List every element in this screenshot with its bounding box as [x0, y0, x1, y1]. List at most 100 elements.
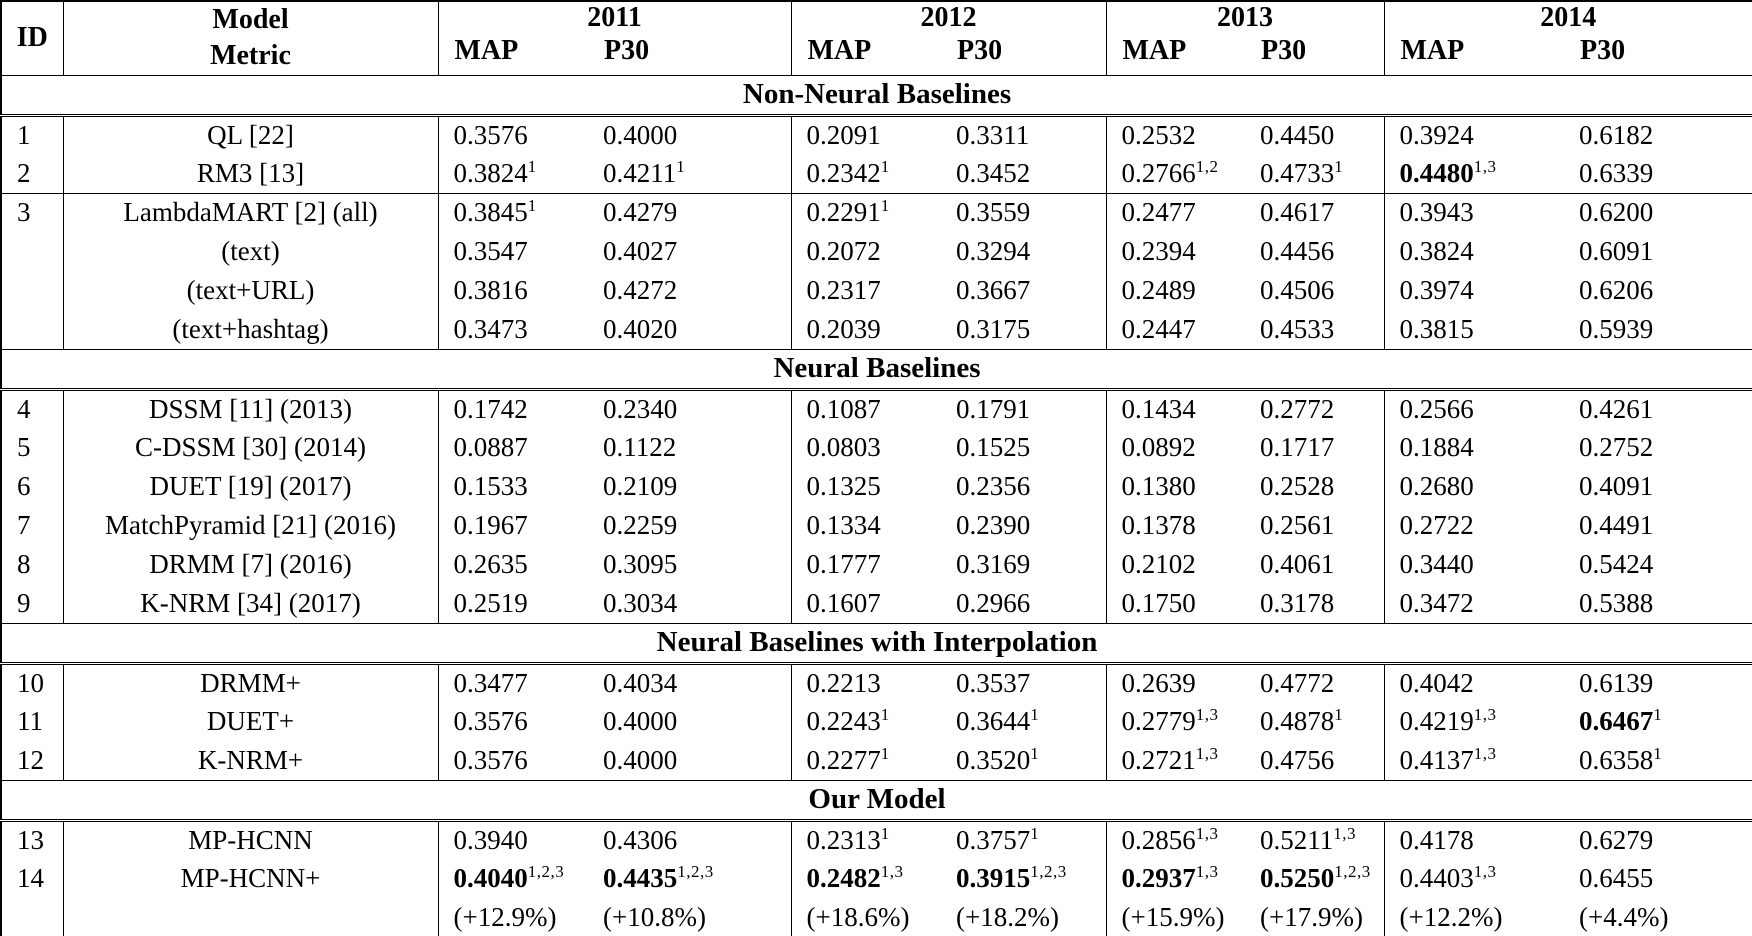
- table-row: (text+URL) 0.3816 0.4272 0.2317 0.3667 0.2489…: [1, 271, 1752, 310]
- significance-superscript: 1: [1334, 156, 1344, 176]
- metric-cell: 0.42191,3: [1384, 702, 1564, 741]
- metric-value: 0.4491: [1579, 510, 1654, 540]
- metric-value: 0.2213: [806, 667, 881, 698]
- metric-value: 0.3440: [1399, 549, 1474, 579]
- metric-value: 0.1525: [956, 432, 1031, 462]
- col-header-2013-map: MAP: [1106, 35, 1245, 76]
- metric-value: 0.2259: [603, 510, 678, 540]
- row-id-cell: 7: [1, 506, 64, 545]
- metric-value: 0.4450: [1260, 119, 1335, 150]
- metric-cell: 0.5424: [1564, 545, 1752, 584]
- significance-superscript: 1,2,3: [1030, 862, 1067, 881]
- metric-cell: 0.6139: [1564, 663, 1752, 702]
- metric-cell: 0.29371,3: [1106, 859, 1245, 898]
- row-id-cell: 6: [1, 467, 64, 506]
- metric-cell: 0.27661,2: [1106, 154, 1245, 193]
- table-row: 6 DUET [19] (2017) 0.1533 0.2109 0.1325 0.235…: [1, 467, 1752, 506]
- metric-value: 0.2779: [1121, 706, 1196, 736]
- section-title: Non-Neural Baselines: [1, 74, 1752, 117]
- metric-value: 0.5250: [1260, 863, 1335, 893]
- metric-value: 0.3824: [453, 157, 528, 188]
- metric-value: 0.6139: [1579, 667, 1654, 698]
- metric-value: 0.3178: [1260, 587, 1335, 618]
- header-row-metrics: MAP P30 MAP P30 MAP P30 MAP P30: [1, 35, 1752, 76]
- metric-value: 0.2102: [1121, 549, 1196, 579]
- model-header-label: Model: [212, 4, 289, 36]
- table-row: 11 DUET+ 0.3576 0.4000 0.22431 0.36441 0.27791…: [1, 702, 1752, 741]
- metric-cell: 0.3178: [1245, 584, 1385, 623]
- metric-value: 0.4261: [1579, 393, 1654, 424]
- metric-value: 0.6200: [1579, 197, 1654, 228]
- metric-cell: 0.42111: [588, 154, 792, 193]
- significance-superscript: 1: [880, 743, 890, 763]
- metric-cell: 0.3440: [1384, 545, 1564, 584]
- header-row-years: ID Model Metric 2011 2012 2013 2014: [1, 1, 1752, 76]
- section-header-row: Neural Baselines: [1, 348, 1752, 391]
- table-row: (text) 0.3547 0.4027 0.2072 0.3294 0.2394 0.44…: [1, 232, 1752, 271]
- metric-value: 0.2039: [806, 313, 881, 344]
- metric-cell: 0.1325: [791, 467, 941, 506]
- metric-cell: 0.4450: [1245, 115, 1385, 154]
- metric-cell: 0.4034: [588, 663, 792, 702]
- metric-cell: 0.3095: [588, 545, 792, 584]
- metric-cell: 0.3576: [438, 741, 588, 780]
- metric-value: 0.3576: [453, 744, 528, 775]
- metric-value: 0.1884: [1399, 432, 1474, 462]
- metric-cell: 0.3175: [941, 310, 1107, 349]
- row-id-cell: [1, 271, 64, 310]
- metric-cell: 0.2317: [791, 271, 941, 310]
- metric-value: 0.1607: [806, 587, 881, 618]
- significance-superscript: 1: [676, 156, 686, 176]
- significance-superscript: 1,3: [1195, 862, 1219, 881]
- metric-value: 0.1122: [603, 432, 677, 462]
- metric-cell: 0.2213: [791, 663, 941, 702]
- metric-cell: 0.52501,2,3: [1245, 859, 1385, 898]
- metric-value: 0.4506: [1260, 275, 1335, 305]
- metric-cell: 0.4091: [1564, 467, 1752, 506]
- significance-superscript: 1,3: [1473, 705, 1497, 724]
- metric-cell: 0.4279: [588, 192, 792, 232]
- metric-cell: 0.4178: [1384, 820, 1564, 859]
- metric-value: 0.4000: [603, 744, 678, 775]
- model-cell: DRMM [7] (2016): [63, 545, 439, 584]
- metric-cell: 0.4756: [1245, 741, 1385, 780]
- metric-value: 0.3924: [1399, 119, 1474, 150]
- metric-cell: 0.4533: [1245, 310, 1385, 349]
- metric-value: 0.6467: [1579, 706, 1654, 736]
- metric-cell: 0.44801,3: [1384, 154, 1564, 193]
- metric-cell: 0.0803: [791, 428, 941, 467]
- table-row: 4 DSSM [11] (2013) 0.1742 0.2340 0.1087 0.179…: [1, 389, 1752, 428]
- metric-value: 0.3547: [453, 236, 528, 266]
- metric-value: 0.4456: [1260, 236, 1335, 266]
- col-header-year-2013: 2013: [1106, 1, 1385, 35]
- metric-value: 0.1087: [806, 393, 881, 424]
- metric-value: (+10.8%): [603, 901, 706, 932]
- metric-cell: 0.2394: [1106, 232, 1245, 271]
- row-id-cell: 11: [1, 702, 64, 741]
- metric-cell: 0.3311: [941, 115, 1107, 154]
- metric-value: 0.1378: [1121, 510, 1196, 540]
- metric-cell: 0.39151,2,3: [941, 859, 1107, 898]
- table-row: 13 MP-HCNN 0.3940 0.4306 0.23131 0.37571 0.285…: [1, 820, 1752, 859]
- metric-value: 0.2243: [806, 706, 881, 736]
- metric-value: 0.6279: [1579, 824, 1654, 855]
- table-row: 14 MP-HCNN+ 0.40401,2,3 0.44351,2,3 0.24821,…: [1, 859, 1752, 898]
- model-cell: MP-HCNN+: [63, 859, 439, 898]
- metric-value: 0.4533: [1260, 313, 1335, 344]
- metric-value: 0.2072: [806, 236, 881, 266]
- model-cell: MatchPyramid [21] (2016): [63, 506, 439, 545]
- metric-cell: 0.2639: [1106, 663, 1245, 702]
- metric-value: 0.4000: [603, 119, 678, 150]
- metric-value: 0.2109: [603, 471, 678, 501]
- metric-cell: 0.35201: [941, 741, 1107, 780]
- significance-superscript: 1: [1030, 705, 1040, 724]
- metric-cell: 0.3924: [1384, 115, 1564, 154]
- metric-value: 0.3940: [453, 824, 528, 855]
- metric-value: 0.4756: [1260, 744, 1335, 775]
- metric-cell: 0.1742: [438, 389, 588, 428]
- metric-cell: 0.6206: [1564, 271, 1752, 310]
- metric-value: 0.1750: [1121, 587, 1196, 618]
- metric-cell: (+12.9%): [438, 898, 588, 936]
- metric-value: 0.3576: [453, 119, 528, 150]
